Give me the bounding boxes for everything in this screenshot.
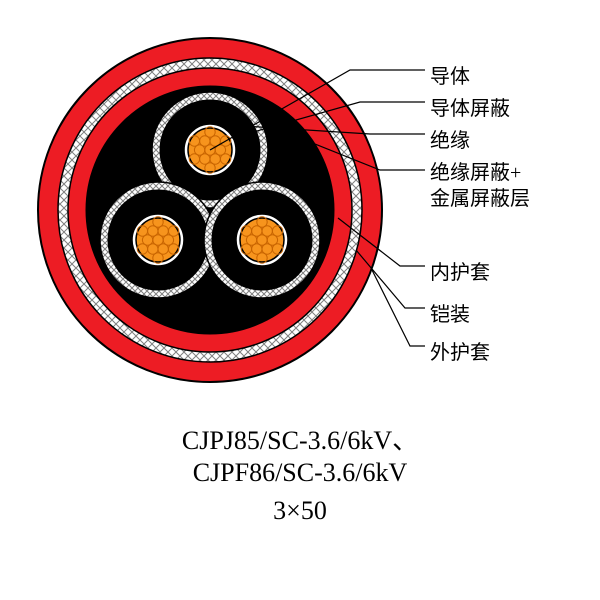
cable-diagram: 导体导体屏蔽绝缘绝缘屏蔽+金属屏蔽层内护套铠装外护套 CJPJ85/SC-3.6… — [0, 0, 600, 600]
layer-label: 铠装 — [430, 298, 470, 327]
caption-line-1: CJPJ85/SC-3.6/6kV、 — [0, 420, 600, 457]
caption-line-2: CJPF86/SC-3.6/6kV — [0, 458, 600, 488]
caption-line-3: 3×50 — [0, 496, 600, 526]
layer-label: 外护套 — [430, 336, 490, 365]
layer-label: 金属屏蔽层 — [430, 182, 530, 211]
layer-label: 绝缘 — [430, 124, 470, 153]
layer-label: 导体 — [430, 60, 470, 89]
layer-label: 导体屏蔽 — [430, 92, 510, 121]
layer-label: 绝缘屏蔽+ — [430, 156, 521, 185]
layer-label: 内护套 — [430, 256, 490, 285]
